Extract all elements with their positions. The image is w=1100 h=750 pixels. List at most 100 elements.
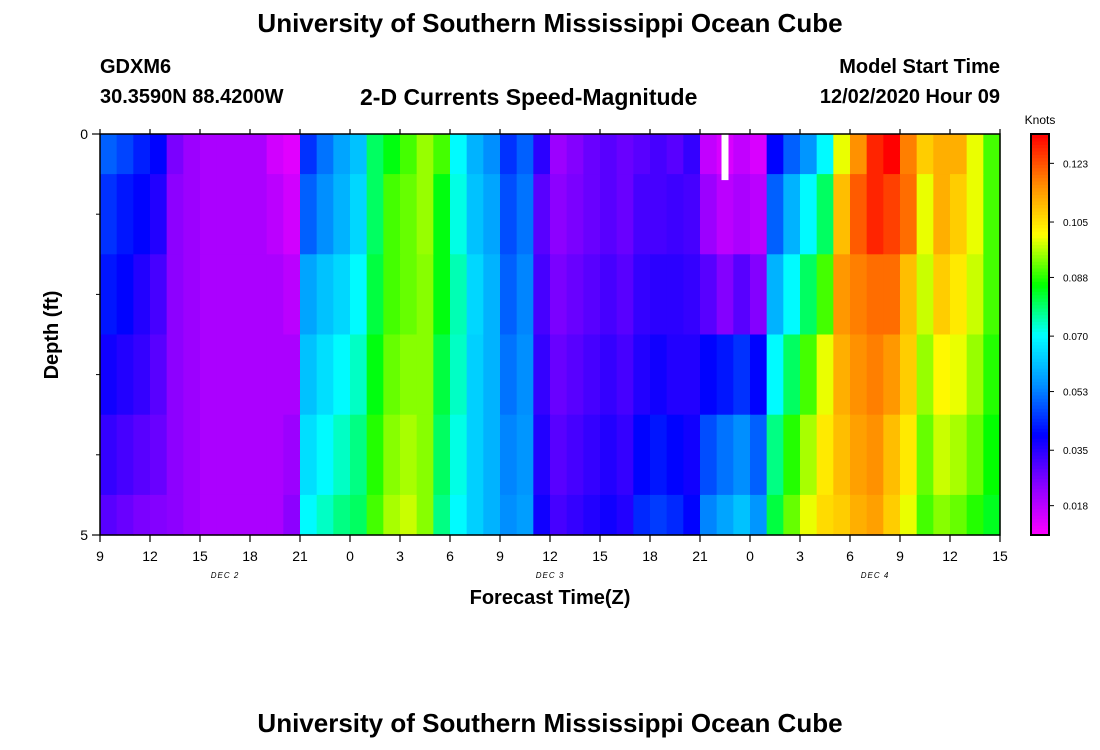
heatmap-cell xyxy=(800,254,818,336)
heatmap-cell xyxy=(866,134,884,175)
x-tick-label: 9 xyxy=(96,548,104,564)
heatmap-cell xyxy=(566,134,584,175)
heatmap-cell xyxy=(383,254,401,336)
heatmap-cell xyxy=(783,174,801,255)
heatmap-cell xyxy=(750,174,768,255)
heatmap-cell xyxy=(150,414,168,496)
heatmap-cell xyxy=(483,254,501,336)
heatmap-cell xyxy=(383,134,401,175)
colorbar-segment xyxy=(1031,374,1049,379)
heatmap-cell xyxy=(400,334,418,416)
heatmap-cell xyxy=(933,494,951,536)
heatmap-cell xyxy=(583,334,601,416)
heatmap-cell xyxy=(450,334,468,416)
heatmap-cell xyxy=(183,414,201,496)
colorbar-segment xyxy=(1031,230,1049,236)
heatmap-cell xyxy=(400,254,418,336)
heatmap-cell xyxy=(666,134,684,175)
colorbar-segment xyxy=(1031,271,1049,276)
heatmap-cell xyxy=(433,494,451,536)
colorbar-segment xyxy=(1031,150,1049,155)
heatmap-cell xyxy=(400,494,418,536)
heatmap-cell xyxy=(416,174,434,255)
heatmap-cell xyxy=(333,334,351,416)
heatmap-cell xyxy=(250,414,268,496)
heatmap-cell xyxy=(733,414,751,496)
heatmap-cell xyxy=(816,134,834,175)
heatmap-cell xyxy=(850,414,868,496)
colorbar-segment xyxy=(1031,451,1049,456)
heatmap-cell xyxy=(133,334,151,416)
heatmap-cell xyxy=(516,494,534,536)
heatmap-cell xyxy=(650,334,668,416)
heatmap-cell xyxy=(100,254,118,336)
heatmap-cell xyxy=(916,254,934,336)
colorbar-segment xyxy=(1031,187,1049,192)
heatmap-cell xyxy=(300,174,318,255)
colorbar-segment xyxy=(1031,204,1049,209)
colorbar-segment xyxy=(1031,364,1049,369)
heatmap-cell xyxy=(883,334,901,416)
heatmap-cell xyxy=(950,414,968,496)
heatmap-cell xyxy=(350,134,368,175)
colorbar-segment xyxy=(1031,514,1049,520)
heatmap-cell xyxy=(150,494,168,536)
colorbar-segment xyxy=(1031,361,1049,366)
heatmap-cell xyxy=(700,414,718,496)
colorbar-tick-label: 0.018 xyxy=(1063,502,1088,513)
heatmap-cell xyxy=(733,494,751,536)
x-tick-label: 15 xyxy=(992,548,1008,564)
colorbar-segment xyxy=(1031,341,1049,346)
heatmap-cell xyxy=(666,174,684,255)
heatmap-cell xyxy=(733,334,751,416)
x-tick-label: 21 xyxy=(292,548,308,564)
heatmap-cell xyxy=(566,414,584,496)
x-tick-label: 9 xyxy=(496,548,504,564)
colorbar-segment xyxy=(1031,240,1049,246)
heatmap-cell xyxy=(500,334,518,416)
colorbar-segment xyxy=(1031,418,1049,423)
heatmap-cell xyxy=(683,494,701,536)
colorbar-segment xyxy=(1031,281,1049,286)
colorbar-segment xyxy=(1031,234,1049,239)
heatmap-cell xyxy=(700,134,718,175)
heatmap-cell xyxy=(966,174,984,255)
heatmap-cell xyxy=(966,334,984,416)
y-axis: 05 xyxy=(80,126,100,543)
colorbar-segment xyxy=(1031,471,1049,476)
footer-title: University of Southern Mississippi Ocean… xyxy=(257,708,843,738)
heatmap-cell xyxy=(183,494,201,536)
colorbar-segment xyxy=(1031,474,1049,479)
colorbar-segment xyxy=(1031,478,1049,483)
colorbar-segment xyxy=(1031,521,1049,526)
x-tick-label: 6 xyxy=(846,548,854,564)
heatmap-cell xyxy=(650,134,668,175)
heatmap-cell xyxy=(133,494,151,536)
heatmap-cell xyxy=(300,134,318,175)
station-id: GDXM6 xyxy=(100,56,172,78)
colorbar-segment xyxy=(1031,321,1049,326)
missing-data-cell xyxy=(721,134,729,181)
heatmap-cell xyxy=(133,414,151,496)
heatmap-cell xyxy=(700,254,718,336)
heatmap-cell xyxy=(500,254,518,336)
heatmap-cell xyxy=(800,134,818,175)
heatmap-cell xyxy=(166,174,184,255)
colorbar-segment xyxy=(1031,224,1049,229)
colorbar-segment xyxy=(1031,434,1049,439)
chart-subtitle: 2-D Currents Speed-Magnitude xyxy=(360,84,698,110)
heatmap-cell xyxy=(416,414,434,496)
heatmap-cell xyxy=(833,254,851,336)
colorbar: Knots 0.018 0.035 0.053 0.070 0.088 0.105 0.123 xyxy=(1025,113,1088,536)
colorbar-segment xyxy=(1031,264,1049,269)
heatmap-cell xyxy=(133,174,151,255)
heatmap-cell xyxy=(350,494,368,536)
colorbar-segment xyxy=(1031,160,1049,165)
heatmap-cell xyxy=(850,134,868,175)
heatmap-cell xyxy=(150,254,168,336)
heatmap-cell xyxy=(400,414,418,496)
heatmap-cell xyxy=(883,494,901,536)
heatmap-cell xyxy=(150,134,168,175)
heatmap-cell xyxy=(500,414,518,496)
